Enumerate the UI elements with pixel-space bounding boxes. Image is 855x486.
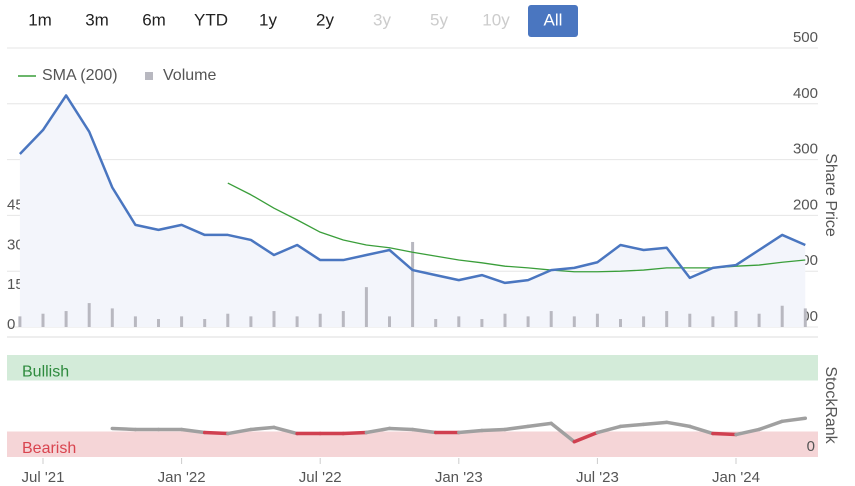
stockrank-segment: [549, 421, 577, 444]
range-button-active: [528, 5, 578, 37]
stockrank-segment: [179, 427, 207, 435]
stockrank-segment: [249, 425, 276, 432]
volume-bar: [526, 316, 530, 327]
price-area: [19, 95, 806, 328]
volume-bar: [41, 313, 45, 327]
volume-bar: [688, 313, 692, 327]
stockrank-segment: [202, 430, 230, 436]
volume-bar: [203, 319, 207, 327]
volume-bar: [480, 319, 484, 327]
stockrank-segment: [757, 419, 784, 432]
volume-bar: [642, 316, 646, 327]
stockrank-segment: [595, 424, 623, 435]
volume-bar: [249, 316, 253, 327]
stockrank-segment: [272, 425, 299, 436]
volume-bar: [341, 311, 345, 327]
volume-bar: [388, 316, 391, 327]
volume-bar: [87, 303, 91, 327]
y2-tick-label: 0: [7, 316, 15, 333]
x-tick-label: Jul '23: [576, 469, 619, 486]
range-button[interactable]: 1y: [259, 10, 277, 29]
y-axis-title: StockRank: [822, 366, 839, 444]
stockrank-segment: [688, 424, 715, 436]
volume-bar: [157, 319, 160, 327]
legend-label: Volume: [163, 67, 216, 84]
volume-bar: [180, 316, 184, 327]
sma-line: [227, 182, 806, 273]
range-button[interactable]: All: [544, 10, 563, 29]
stockrank-segment: [503, 424, 530, 432]
band-label: Bearish: [22, 440, 76, 457]
legend-swatch: [145, 72, 153, 80]
range-button[interactable]: 1m: [28, 10, 52, 29]
volume-bar: [549, 311, 553, 327]
stockrank-segment: [341, 430, 369, 436]
volume-bar: [665, 311, 669, 327]
volume-bar: [411, 241, 415, 327]
volume-bar: [734, 311, 738, 327]
volume-bar: [318, 313, 322, 327]
legend-label: SMA (200): [42, 67, 118, 84]
x-tick-label: Jul '21: [22, 469, 65, 486]
stockrank-segment: [641, 420, 669, 427]
volume-bar: [595, 313, 599, 327]
volume-bar: [503, 313, 507, 327]
stockrank-segment: [226, 427, 253, 436]
y-tick-label: 200: [793, 196, 818, 213]
volume-bar: [226, 313, 230, 327]
range-button[interactable]: 3m: [85, 10, 109, 29]
volume-bar: [272, 311, 276, 327]
y-tick-label: 400: [793, 85, 818, 102]
range-button: 5y: [430, 10, 448, 29]
volume-bar: [711, 316, 715, 327]
stockrank-segment: [387, 426, 415, 432]
range-button[interactable]: 6m: [142, 10, 166, 29]
stockrank-segment: [780, 416, 808, 424]
volume-bar: [18, 316, 22, 327]
stockrank-segment: [572, 430, 600, 444]
x-tick-label: Jan '22: [158, 469, 206, 486]
stockrank-segment: [618, 422, 646, 429]
volume-bar: [64, 311, 68, 327]
range-button[interactable]: YTD: [194, 10, 228, 29]
stockrank-segment: [711, 431, 738, 437]
stockrank-segment: [457, 428, 484, 435]
volume-bar: [133, 316, 137, 327]
band-label: Bullish: [22, 364, 69, 381]
volume-bar: [803, 308, 807, 327]
band: [7, 431, 818, 457]
volume-bar: [572, 316, 576, 327]
stockrank-segment: [664, 420, 692, 429]
band: [7, 355, 818, 381]
y-tick-label: 500: [793, 29, 818, 46]
volume-bar: [295, 316, 299, 327]
y-axis-title: Share Price: [822, 153, 839, 237]
volume-bar: [757, 313, 761, 327]
volume-bar: [434, 319, 438, 327]
x-tick-label: Jan '24: [712, 469, 760, 486]
volume-bar: [457, 316, 461, 327]
x-tick-label: Jul '22: [299, 469, 342, 486]
x-tick-label: Jan '23: [435, 469, 483, 486]
y-tick-label: 0: [807, 438, 815, 455]
range-button: 10y: [482, 10, 510, 29]
range-button: 3y: [373, 10, 391, 29]
stockrank-segment: [734, 427, 761, 437]
stockrank-segment: [410, 427, 438, 435]
volume-bar: [780, 305, 784, 327]
price-line: [18, 94, 806, 285]
volume-bar: [364, 287, 368, 327]
volume-bar: [110, 308, 114, 327]
stockrank-segment: [364, 426, 392, 435]
stockrank-segment: [110, 426, 138, 432]
range-button[interactable]: 2y: [316, 10, 334, 29]
y-tick-label: 300: [793, 141, 818, 158]
stockrank-segment: [480, 427, 507, 433]
volume-bar: [619, 319, 622, 327]
stockrank-segment: [526, 421, 553, 429]
